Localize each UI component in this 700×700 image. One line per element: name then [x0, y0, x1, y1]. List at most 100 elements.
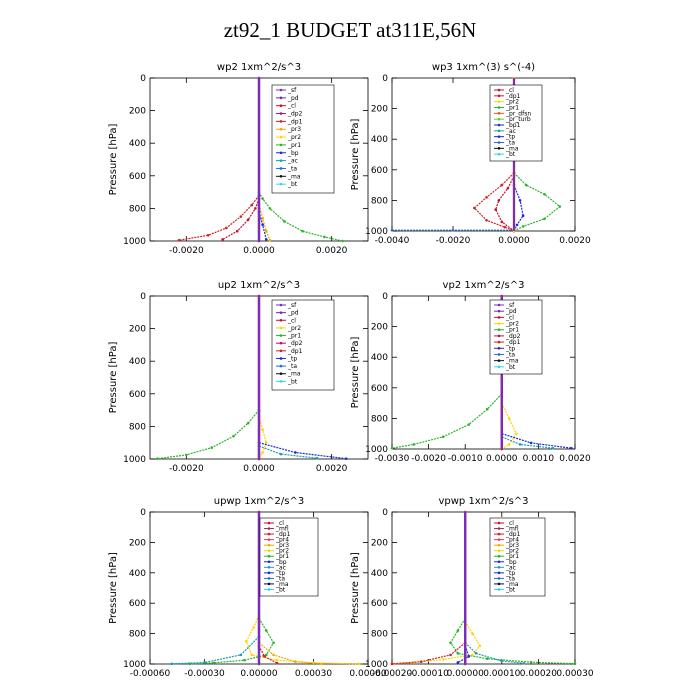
series-point	[254, 207, 257, 210]
legend-entry: _ac	[275, 564, 286, 571]
series-point	[456, 629, 460, 632]
legend-marker	[497, 303, 501, 307]
panel-title: upwp 1xm^2/s^3	[214, 496, 304, 507]
legend-marker	[279, 372, 283, 376]
legend-entry: _dp2	[287, 111, 303, 118]
legend-marker	[497, 365, 501, 369]
series-point	[323, 235, 326, 239]
legend-marker	[497, 117, 501, 121]
series-point	[529, 660, 533, 664]
series-point	[246, 218, 250, 222]
legend-entry: _cl	[505, 314, 514, 321]
series-point	[449, 641, 452, 645]
y-tick-label: 400	[371, 353, 388, 363]
series-point	[275, 658, 279, 662]
series-point	[250, 203, 254, 207]
legend-entry: _bp	[287, 150, 299, 157]
series-point	[529, 441, 533, 445]
legend-entry: _ta	[505, 351, 515, 358]
series-line	[258, 645, 278, 664]
y-tick-label: 600	[371, 384, 388, 394]
series-point	[221, 238, 224, 241]
legend-marker	[279, 135, 283, 139]
y-tick-label: 600	[129, 599, 146, 609]
series-point	[261, 223, 264, 226]
x-tick-label: -0.0010	[448, 454, 483, 464]
series-point	[449, 653, 452, 657]
legend-entry: _ma	[275, 581, 289, 588]
legend-entry: _ma	[505, 145, 519, 152]
legend-entry: _dp2	[505, 333, 521, 340]
series-point	[264, 229, 268, 233]
legend-marker	[279, 151, 283, 155]
series-point	[485, 657, 489, 660]
y-tick-label: 200	[129, 538, 146, 548]
legend-entry: _ma	[287, 173, 301, 180]
legend-entry: _dp2	[287, 340, 303, 347]
x-tick-label: 0.0000	[243, 246, 275, 256]
legend-entry: _ac	[287, 158, 298, 165]
legend-entry: _pr2	[505, 321, 519, 328]
legend-entry: _ac	[505, 128, 516, 135]
series-point	[441, 658, 445, 661]
legend-entry: _ma	[505, 358, 519, 365]
series-line	[258, 191, 343, 242]
legend-entry: _pr2	[287, 325, 301, 332]
y-tick-label: 0	[382, 508, 388, 518]
series-point	[272, 641, 275, 645]
series-point	[518, 199, 522, 202]
legend-entry: _cl	[505, 87, 514, 94]
x-tick-label: 0.0000	[498, 236, 530, 246]
legend-entry: _mfl	[275, 526, 289, 533]
legend-marker	[497, 152, 501, 156]
series-point	[412, 443, 416, 446]
series-point	[515, 432, 518, 436]
legend-entry: _tp	[505, 570, 515, 577]
series-line	[189, 618, 275, 665]
y-tick-label: 200	[129, 107, 146, 117]
series-point	[206, 233, 210, 237]
legend-entry: _bt	[275, 586, 286, 593]
legend-entry: _ta	[287, 363, 297, 370]
x-tick-label: 0.0010	[523, 454, 555, 464]
legend-marker	[497, 571, 501, 575]
legend-marker	[267, 554, 271, 558]
series-line	[501, 436, 554, 449]
series-point	[261, 197, 264, 200]
legend-entry: _dp1	[287, 348, 303, 355]
legend-entry: _sf	[287, 302, 297, 309]
x-tick-label: 0.00000	[240, 669, 277, 679]
x-tick-label: 0.00020	[520, 669, 557, 679]
series-point	[177, 238, 181, 242]
series-point	[203, 661, 206, 664]
series-line	[222, 198, 260, 240]
legend-entry: _bt	[505, 586, 516, 593]
series-point	[279, 452, 283, 456]
y-tick-label: 0	[382, 74, 388, 84]
legend-entry: _dp1	[287, 118, 303, 125]
plot-frame	[391, 511, 576, 665]
legend-entry: _pr1	[275, 553, 289, 560]
series-point	[521, 214, 525, 217]
series-point	[244, 639, 248, 643]
series-point	[232, 434, 235, 438]
legend-entry: _pr1	[505, 553, 519, 560]
legend-marker	[497, 532, 501, 536]
legend-marker	[279, 380, 283, 383]
legend-entry: _tp	[505, 345, 515, 352]
x-tick-label: 0.00000	[447, 669, 484, 679]
series-point	[524, 183, 528, 187]
series-point	[261, 216, 264, 220]
legend-marker	[497, 334, 501, 338]
legend-entry: _cl	[505, 520, 514, 527]
legend-marker	[497, 309, 501, 313]
legend-entry: _pr3	[287, 126, 301, 133]
legend-marker	[497, 538, 501, 541]
x-tick-label: 0.00030	[295, 669, 332, 679]
y-tick-label: 600	[129, 390, 146, 400]
chart-panel-6: vpwp 1xm^2/s^3 Pressure [hPa] 0 200 400 600 80…	[350, 496, 594, 679]
series-point	[500, 220, 504, 224]
legend-marker	[267, 560, 271, 564]
x-tick-label: -0.00020	[372, 669, 413, 679]
legend-marker	[267, 588, 271, 591]
